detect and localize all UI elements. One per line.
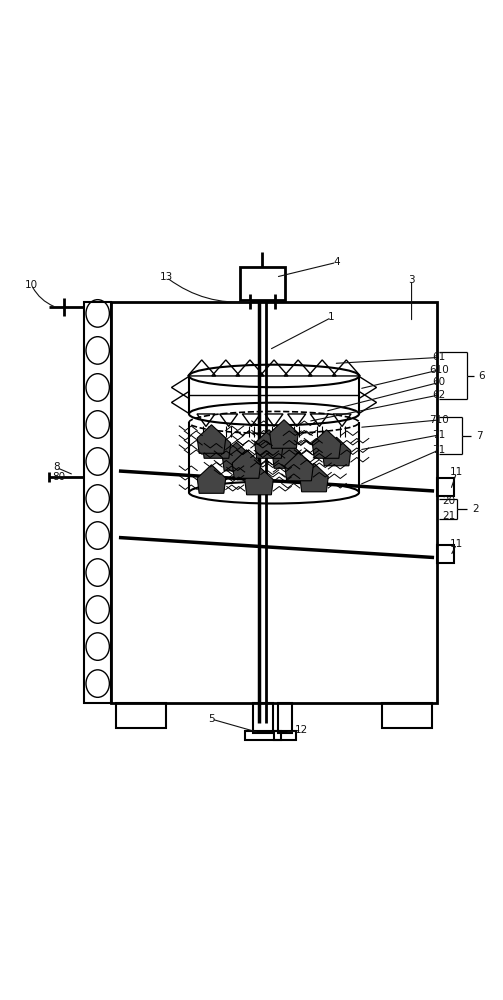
- Bar: [116, 703, 166, 728]
- Text: 21: 21: [443, 511, 456, 521]
- Polygon shape: [232, 450, 261, 478]
- Bar: [245, 731, 281, 740]
- Polygon shape: [285, 452, 313, 481]
- Polygon shape: [300, 463, 328, 492]
- Polygon shape: [197, 465, 226, 493]
- Text: 71: 71: [433, 430, 446, 440]
- Text: 80: 80: [52, 472, 65, 482]
- Polygon shape: [322, 437, 351, 466]
- Bar: [274, 731, 296, 740]
- Text: 10: 10: [25, 280, 38, 290]
- Text: 62: 62: [433, 390, 446, 400]
- Polygon shape: [312, 430, 341, 458]
- Text: 2: 2: [472, 504, 479, 514]
- Bar: [437, 478, 454, 496]
- Text: 8: 8: [53, 462, 60, 472]
- Bar: [112, 302, 437, 703]
- Text: 61: 61: [433, 352, 446, 362]
- Text: 20: 20: [443, 496, 456, 506]
- Text: 71: 71: [433, 445, 446, 455]
- Text: 11: 11: [450, 539, 463, 549]
- Text: 3: 3: [408, 275, 415, 285]
- Bar: [437, 545, 454, 563]
- Polygon shape: [245, 466, 273, 495]
- Text: 60: 60: [433, 377, 446, 387]
- Polygon shape: [202, 430, 231, 458]
- Text: 6: 6: [478, 371, 485, 381]
- Polygon shape: [255, 430, 283, 458]
- Text: 12: 12: [295, 725, 308, 735]
- Text: 4: 4: [333, 257, 340, 267]
- Bar: [253, 703, 273, 733]
- Bar: [240, 267, 285, 300]
- Polygon shape: [270, 420, 298, 448]
- Bar: [382, 703, 432, 728]
- Bar: [278, 703, 292, 733]
- Text: 7: 7: [476, 431, 482, 441]
- Polygon shape: [197, 425, 226, 453]
- Text: 5: 5: [208, 714, 215, 724]
- Bar: [84, 302, 112, 703]
- Text: 710: 710: [429, 415, 449, 425]
- Polygon shape: [222, 442, 251, 471]
- Text: 11: 11: [450, 467, 463, 477]
- Text: 13: 13: [160, 272, 173, 282]
- Polygon shape: [272, 440, 301, 468]
- Text: 610: 610: [429, 365, 449, 375]
- Text: 1: 1: [328, 312, 335, 322]
